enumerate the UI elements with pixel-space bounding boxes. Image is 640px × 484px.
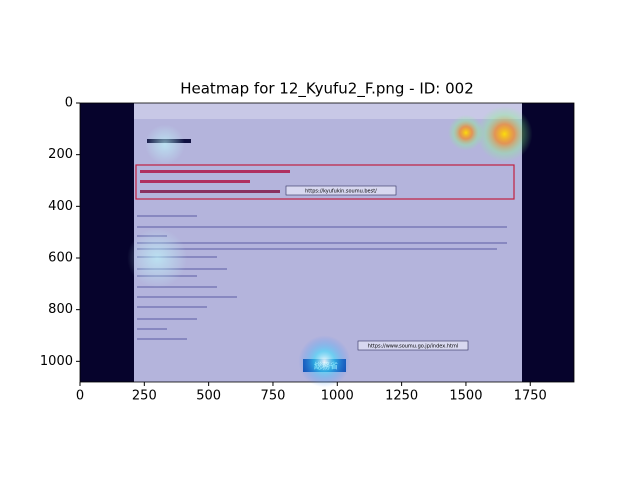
x-tick-label: 750 (261, 389, 286, 404)
x-tick-label: 0 (76, 389, 84, 404)
url-label: https://kyufukin.soumu.best/ (305, 189, 377, 195)
y-tick-label: 1000 (40, 354, 73, 369)
hotspot (144, 124, 185, 165)
chart-title: Heatmap for 12_Kyufu2_F.png - ID: 002 (180, 80, 474, 99)
x-tick-label: 1250 (385, 389, 418, 404)
x-tick-label: 1500 (449, 389, 482, 404)
url-box (285, 185, 397, 196)
y-tick-label: 600 (48, 251, 73, 266)
y-tick-label: 200 (48, 147, 73, 162)
y-tick-label: 0 (65, 96, 73, 111)
hotspot (298, 335, 351, 388)
x-tick-label: 250 (132, 389, 157, 404)
x-tick-label: 1750 (514, 389, 547, 404)
url-box (357, 340, 469, 351)
notice-line (140, 170, 290, 173)
toolbar (134, 103, 522, 119)
notice-line (140, 180, 250, 183)
y-tick-label: 800 (48, 302, 73, 317)
hotspot (127, 228, 188, 288)
x-tick-label: 1000 (321, 389, 354, 404)
notice-box (135, 164, 515, 200)
notice-line (140, 190, 280, 193)
x-tick-label: 500 (196, 389, 221, 404)
y-tick-label: 400 (48, 199, 73, 214)
url-label: https://www.soumu.go.jp/index.html (368, 344, 458, 350)
hotspot (476, 106, 533, 162)
hotspot (447, 114, 484, 151)
